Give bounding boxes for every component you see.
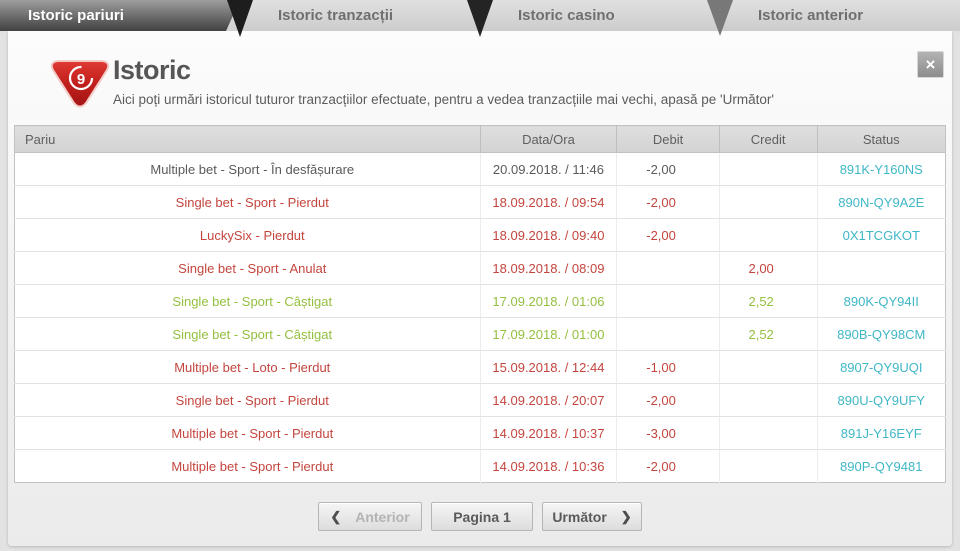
column-header-debit: Debit [616, 125, 720, 153]
bet-datetime: 14.09.2018. / 20:07 [480, 383, 618, 417]
table-row: Multiple bet - Sport - În desfășurare 20.… [14, 152, 946, 186]
chevron-right-icon: ❯ [620, 508, 632, 524]
tab-istoric-pariuri[interactable]: Istoric pariuri [0, 0, 240, 31]
bet-debit: -2,00 [616, 152, 720, 186]
table-row: Single bet - Sport - Anulat 18.09.2018. /… [14, 251, 946, 285]
close-icon[interactable]: × [917, 51, 944, 78]
bet-credit [719, 152, 818, 186]
bet-status-code[interactable]: 890N-QY9A2E [817, 185, 946, 219]
page-title: Istoric [113, 55, 191, 85]
previous-page-label: Anterior [355, 508, 410, 525]
bet-debit: -2,00 [616, 383, 720, 417]
bet-status-code[interactable]: 890B-QY98CM [817, 317, 946, 351]
tab-istoric-tranzactii[interactable]: Istoric tranzacții [240, 0, 480, 31]
page-subtitle: Aici poți urmări istoricul tuturor tranz… [113, 92, 774, 107]
bet-description: Single bet - Sport - Câștigat [14, 284, 481, 318]
bet-status-code[interactable]: 891K-Y160NS [817, 152, 946, 186]
tab-divider-triangle-icon [707, 0, 733, 36]
next-page-label: Următor [552, 508, 607, 525]
brand-logo-icon: 9 [50, 60, 110, 108]
bet-debit [616, 284, 720, 318]
table-row: Single bet - Sport - Pierdut 14.09.2018. … [14, 383, 946, 417]
table-row: Multiple bet - Sport - Pierdut 14.09.2018… [14, 449, 946, 483]
bet-status-code[interactable]: 891J-Y16EYF [817, 416, 946, 450]
bet-datetime: 17.09.2018. / 01:06 [480, 284, 618, 318]
bet-datetime: 18.09.2018. / 09:40 [480, 218, 618, 252]
bet-credit [719, 416, 818, 450]
tab-istoric-anterior[interactable]: Istoric anterior [720, 0, 960, 31]
bet-debit: -2,00 [616, 449, 720, 483]
bet-debit: -1,00 [616, 350, 720, 384]
bet-description: Multiple bet - Sport - Pierdut [14, 416, 481, 450]
bet-credit [719, 449, 818, 483]
table-row: Multiple bet - Sport - Pierdut 14.09.2018… [14, 416, 946, 450]
bet-credit: 2,52 [719, 317, 818, 351]
bet-description: Single bet - Sport - Pierdut [14, 383, 481, 417]
bet-debit: -2,00 [616, 218, 720, 252]
bet-datetime: 14.09.2018. / 10:36 [480, 449, 618, 483]
next-page-button[interactable]: Următor ❯ [542, 502, 642, 531]
tab-istoric-casino[interactable]: Istoric casino [480, 0, 720, 31]
tab-divider-triangle-icon [467, 0, 493, 37]
bet-datetime: 15.09.2018. / 12:44 [480, 350, 618, 384]
bet-credit [719, 383, 818, 417]
current-page-label: Pagina 1 [453, 508, 511, 525]
bet-description: Single bet - Sport - Câștigat [14, 317, 481, 351]
history-panel: 9 Istoric Aici poți urmări istoricul tut… [8, 31, 952, 546]
column-header-pariu: Pariu [14, 125, 481, 153]
column-header-credit: Credit [719, 125, 818, 153]
bet-credit [719, 218, 818, 252]
bet-credit [719, 350, 818, 384]
column-header-dataora: Data/Ora [480, 125, 618, 153]
bet-debit: -3,00 [616, 416, 720, 450]
bet-credit [719, 185, 818, 219]
bet-credit: 2,52 [719, 284, 818, 318]
bet-status-code[interactable]: 890K-QY94II [817, 284, 946, 318]
table-row: Single bet - Sport - Pierdut 18.09.2018. … [14, 185, 946, 219]
bet-description: Multiple bet - Loto - Pierdut [14, 350, 481, 384]
table-body: Multiple bet - Sport - În desfășurare 20.… [14, 152, 946, 483]
table-row: Single bet - Sport - Câștigat 17.09.2018.… [14, 284, 946, 318]
bet-description: Single bet - Sport - Pierdut [14, 185, 481, 219]
bet-debit [616, 251, 720, 285]
bet-datetime: 14.09.2018. / 10:37 [480, 416, 618, 450]
bet-status-code[interactable]: 890P-QY9481 [817, 449, 946, 483]
bet-datetime: 20.09.2018. / 11:46 [480, 152, 618, 186]
bet-description: Multiple bet - Sport - Pierdut [14, 449, 481, 483]
table-row: Single bet - Sport - Câștigat 17.09.2018.… [14, 317, 946, 351]
table-header-row: Pariu Data/Ora Debit Credit Status [14, 125, 946, 153]
bet-status-code [817, 251, 946, 285]
column-header-status: Status [817, 125, 946, 153]
current-page-button[interactable]: Pagina 1 [431, 502, 533, 531]
bet-credit: 2,00 [719, 251, 818, 285]
bet-status-code[interactable]: 890U-QY9UFY [817, 383, 946, 417]
history-table: Pariu Data/Ora Debit Credit Status Multi… [14, 125, 946, 483]
chevron-left-icon: ❮ [330, 508, 342, 524]
bet-debit: -2,00 [616, 185, 720, 219]
svg-text:9: 9 [77, 71, 85, 88]
bet-debit [616, 317, 720, 351]
pagination: ❮ Anterior Pagina 1 Următor ❯ [8, 502, 952, 531]
bet-status-code[interactable]: 8907-QY9UQI [817, 350, 946, 384]
bet-description: Multiple bet - Sport - În desfășurare [14, 152, 481, 186]
bet-datetime: 18.09.2018. / 09:54 [480, 185, 618, 219]
previous-page-button[interactable]: ❮ Anterior [318, 502, 422, 531]
table-row: LuckySix - Pierdut 18.09.2018. / 09:40 -2,… [14, 218, 946, 252]
bet-datetime: 18.09.2018. / 08:09 [480, 251, 618, 285]
tab-divider-triangle-icon [227, 0, 253, 37]
table-row: Multiple bet - Loto - Pierdut 15.09.2018.… [14, 350, 946, 384]
bet-description: LuckySix - Pierdut [14, 218, 481, 252]
bet-description: Single bet - Sport - Anulat [14, 251, 481, 285]
bet-datetime: 17.09.2018. / 01:00 [480, 317, 618, 351]
bet-status-code[interactable]: 0X1TCGKOT [817, 218, 946, 252]
